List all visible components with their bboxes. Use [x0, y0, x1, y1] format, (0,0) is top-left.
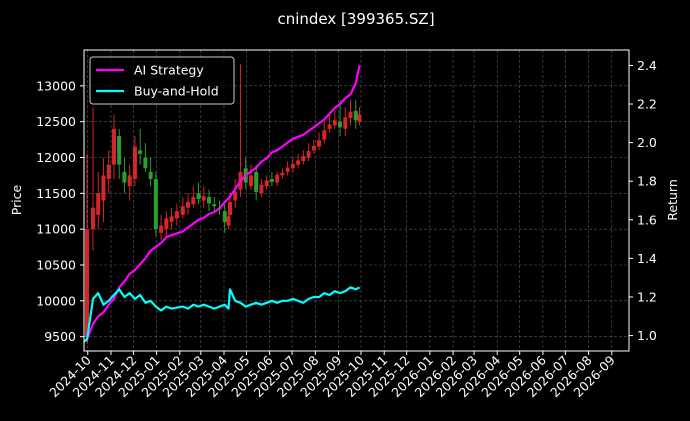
axes: 9500 10000 10500 11000 11500 12000 12500 13000 1… [36, 49, 657, 400]
candle-body [227, 201, 232, 215]
legend-box [89, 56, 235, 105]
y2-axis-label: Return [665, 179, 680, 220]
candle-body [254, 171, 259, 192]
candle-body [248, 175, 253, 187]
candle-body [301, 156, 306, 162]
y-tick-label: 11000 [36, 222, 76, 237]
candle-body [148, 171, 153, 179]
candle-body [159, 225, 164, 233]
candle-body [275, 174, 280, 183]
candle-body [296, 160, 301, 165]
y-tick-label: 12000 [36, 150, 76, 165]
candle-body [101, 175, 106, 201]
y-tick-label: 11500 [36, 186, 76, 201]
candle-body [138, 150, 143, 154]
y-tick-label: 12500 [36, 114, 76, 129]
candle-body [180, 206, 185, 215]
y2-tick-label: 1.0 [637, 328, 657, 343]
y-tick-label: 9500 [44, 329, 76, 344]
candle-body [357, 114, 362, 122]
candle-body [264, 180, 269, 187]
candlestick-series [84, 64, 362, 344]
y-tick-label: 10000 [36, 293, 76, 308]
y-axis-label: Price [9, 184, 24, 215]
candle-body [222, 211, 227, 222]
y2-tick-label: 1.8 [637, 174, 657, 189]
candle-body [343, 117, 348, 129]
candle-body [338, 121, 343, 128]
candle-body [317, 140, 322, 147]
y2-tick-label: 2.0 [637, 135, 657, 150]
candle-body [233, 191, 238, 201]
series-line-ai-strategy [83, 65, 361, 343]
candle-body [311, 146, 316, 151]
candle-body [269, 179, 274, 182]
y2-tick-label: 1.6 [637, 212, 657, 227]
candle-body [290, 163, 295, 169]
y-tick-label: 10500 [36, 258, 76, 273]
candle-body [191, 196, 196, 205]
legend-label: AI Strategy [134, 63, 204, 78]
candle-body [127, 175, 132, 187]
chart-title: cnindex [399365.SZ] [277, 10, 434, 28]
candle-body [280, 172, 285, 176]
candle-body [348, 111, 353, 119]
candle-body [306, 151, 311, 158]
candle-body [164, 218, 169, 230]
candle-body [111, 128, 116, 165]
candle-body [201, 196, 206, 201]
candle-body [226, 216, 231, 226]
legend: AI Strategy Buy-and-Hold [89, 56, 235, 105]
candle-body [117, 136, 122, 165]
candle-body [174, 211, 179, 219]
candle-body [143, 157, 148, 169]
candle-body [84, 229, 89, 337]
y2-tick-label: 1.2 [637, 289, 657, 304]
plot-frame [83, 49, 630, 352]
candle-body [322, 130, 327, 140]
y2-tick-label: 2.4 [637, 58, 657, 73]
y-tick-label: 13000 [36, 78, 76, 93]
candle-body [332, 120, 337, 126]
candle-body [285, 167, 290, 172]
candle-body [106, 164, 111, 179]
candle-body [169, 216, 174, 222]
candle-body [90, 207, 95, 230]
y2-tick-label: 2.2 [637, 97, 657, 112]
candle-body [196, 193, 201, 200]
strategy-lines [83, 65, 361, 343]
candle-body [327, 124, 332, 129]
candle-body [186, 201, 191, 208]
y2-tick-label: 1.4 [637, 251, 657, 266]
legend-label: Buy-and-Hold [134, 84, 219, 99]
candle-body [207, 196, 212, 204]
candle-body [353, 110, 358, 121]
candle-body [259, 184, 264, 194]
candle-body [153, 179, 158, 230]
candle-body [122, 171, 127, 183]
series-line-buy-and-hold [83, 286, 361, 343]
candle-body [212, 204, 217, 207]
candle-body [132, 146, 137, 179]
candle-body [96, 193, 101, 215]
